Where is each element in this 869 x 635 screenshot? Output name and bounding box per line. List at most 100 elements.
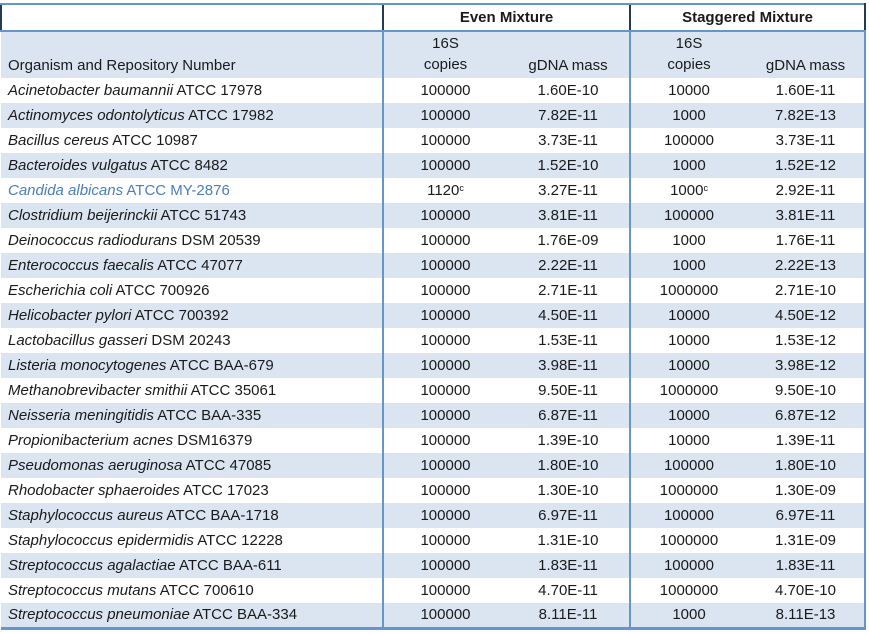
even-16s-copies-value: 100000	[382, 428, 507, 453]
even-gdna-mass-value: 1.52E-10	[507, 153, 630, 178]
organism-cell: Clostridium beijerinckii ATCC 51743	[1, 203, 383, 228]
even-16s-copies-value: 100000	[382, 103, 507, 128]
staggered-gdna-mass-value: 7.82E-13	[747, 103, 866, 128]
staggered-16s-copies-value: 1000000	[629, 578, 747, 603]
even-gdna-mass-value: 4.50E-11	[507, 303, 630, 328]
table-row: Actinomyces odontolyticus ATCC 17982 100…	[1, 103, 866, 128]
staggered-16s-copies-value: 10000	[629, 428, 747, 453]
organism-cell: Helicobacter pylori ATCC 700392	[1, 303, 383, 328]
staggered-16s-copies-value: 10000	[629, 303, 747, 328]
organism-cell: Staphylococcus epidermidis ATCC 12228	[1, 528, 383, 553]
even-16s-copies-value: 100000	[382, 553, 507, 578]
strain-id: ATCC 47077	[153, 257, 243, 274]
staggered-16s-copies-value: 1000c	[629, 178, 747, 203]
organism-name: Deinococcus radiodurans	[8, 232, 178, 249]
table-row: Lactobacillus gasseri DSM 20243 100000 1…	[1, 328, 866, 353]
table-row: Acinetobacter baumannii ATCC 17978 10000…	[1, 78, 866, 103]
staggered-16s-copies-value: 1000000	[629, 378, 747, 403]
strain-id: ATCC MY-2876	[123, 182, 230, 199]
staggered-mixture-group-header: Staggered Mixture	[629, 3, 866, 32]
organism-name: Propionibacterium acnes	[8, 432, 174, 449]
organism-cell: Candida albicans ATCC MY-2876	[1, 178, 383, 203]
staggered-16s-copies-value: 1000	[629, 603, 747, 630]
organism-cell: Streptococcus agalactiae ATCC BAA-611	[1, 553, 383, 578]
organism-cell: Acinetobacter baumannii ATCC 17978	[1, 78, 383, 103]
organism-cell: Pseudomonas aeruginosa ATCC 47085	[1, 453, 383, 478]
staggered-gdna-mass-value: 1.30E-09	[747, 478, 866, 503]
organism-name: Streptococcus agalactiae	[8, 557, 176, 574]
footnote-marker: c	[459, 183, 464, 193]
copies-header-line2: copies	[667, 56, 711, 74]
staggered-16s-copies-value: 1000	[629, 253, 747, 278]
staggered-gdna-mass-value: 2.22E-13	[747, 253, 866, 278]
even-16s-copies-value: 100000	[382, 228, 507, 253]
staggered-gdna-mass-value: 2.92E-11	[747, 178, 866, 203]
even-gdna-mass-value: 1.30E-10	[507, 478, 630, 503]
strain-id: ATCC 700610	[156, 582, 254, 599]
copies-header-line1: 16S	[432, 34, 459, 52]
staggered-gdna-mass-value: 1.80E-10	[747, 453, 866, 478]
even-gdna-mass-value: 7.82E-11	[507, 103, 630, 128]
footnote-marker: c	[703, 183, 708, 193]
organism-name: Escherichia coli	[8, 282, 113, 299]
even-gdna-mass-value: 1.60E-10	[507, 78, 630, 103]
staggered-gdna-mass-value: 1.53E-12	[747, 328, 866, 353]
organism-name: Rhodobacter sphaeroides	[8, 482, 180, 499]
staggered-gdna-mass-header: gDNA mass	[747, 31, 866, 78]
even-gdna-mass-header: gDNA mass	[507, 31, 630, 78]
table-row: Streptococcus pneumoniae ATCC BAA-334 10…	[1, 603, 866, 630]
even-gdna-mass-value: 9.50E-11	[507, 378, 630, 403]
table-row: Helicobacter pylori ATCC 700392 100000 4…	[1, 303, 866, 328]
staggered-gdna-mass-value: 3.73E-11	[747, 128, 866, 153]
staggered-16s-copies-value: 1000000	[629, 478, 747, 503]
strain-id: ATCC 8482	[147, 157, 228, 174]
organism-name: Lactobacillus gasseri	[8, 332, 148, 349]
table-row: Staphylococcus aureus ATCC BAA-1718 1000…	[1, 503, 866, 528]
table-body: Acinetobacter baumannii ATCC 17978 10000…	[1, 78, 866, 630]
organism-cell: Actinomyces odontolyticus ATCC 17982	[1, 103, 383, 128]
staggered-16s-copies-value: 10000	[629, 403, 747, 428]
even-16s-copies-value: 100000	[382, 528, 507, 553]
table-row: Staphylococcus epidermidis ATCC 12228 10…	[1, 528, 866, 553]
organism-name: Staphylococcus aureus	[8, 507, 164, 524]
table-row: Neisseria meningitidis ATCC BAA-335 1000…	[1, 403, 866, 428]
strain-id: ATCC 12228	[193, 532, 283, 549]
table-row: Candida albicans ATCC MY-2876 1120c 3.27…	[1, 178, 866, 203]
organism-name: Methanobrevibacter smithii	[8, 382, 188, 399]
staggered-16s-copies-value: 1000	[629, 153, 747, 178]
even-gdna-mass-value: 1.80E-10	[507, 453, 630, 478]
staggered-gdna-mass-value: 2.71E-10	[747, 278, 866, 303]
even-16s-copies-value: 100000	[382, 203, 507, 228]
staggered-16s-copies-value: 10000	[629, 353, 747, 378]
organism-cell: Lactobacillus gasseri DSM 20243	[1, 328, 383, 353]
staggered-16s-copies-value: 1000000	[629, 528, 747, 553]
table-row: Deinococcus radiodurans DSM 20539 100000…	[1, 228, 866, 253]
even-16s-copies-value: 100000	[382, 153, 507, 178]
organism-name: Listeria monocytogenes	[8, 357, 167, 374]
table-row: Bacillus cereus ATCC 10987 100000 3.73E-…	[1, 128, 866, 153]
staggered-gdna-mass-value: 8.11E-13	[747, 603, 866, 630]
even-16s-copies-value: 100000	[382, 128, 507, 153]
even-gdna-mass-value: 2.22E-11	[507, 253, 630, 278]
organism-cell: Enterococcus faecalis ATCC 47077	[1, 253, 383, 278]
even-16s-copies-header: 16S copies	[382, 31, 507, 78]
staggered-gdna-mass-value: 1.39E-11	[747, 428, 866, 453]
even-gdna-mass-value: 6.97E-11	[507, 503, 630, 528]
organism-cell: Streptococcus pneumoniae ATCC BAA-334	[1, 603, 383, 630]
even-gdna-mass-value: 3.27E-11	[507, 178, 630, 203]
copies-header-line2: copies	[423, 56, 468, 74]
organism-name: Clostridium beijerinckii	[8, 207, 158, 224]
even-gdna-mass-value: 4.70E-11	[507, 578, 630, 603]
table-row: Escherichia coli ATCC 700926 100000 2.71…	[1, 278, 866, 303]
strain-id: ATCC 700926	[112, 282, 210, 299]
table-row: Enterococcus faecalis ATCC 47077 100000 …	[1, 253, 866, 278]
even-16s-copies-value: 100000	[382, 278, 507, 303]
organism-cell: Methanobrevibacter smithii ATCC 35061	[1, 378, 383, 403]
strain-id: DSM 20243	[147, 332, 231, 349]
staggered-gdna-mass-value: 6.97E-11	[747, 503, 866, 528]
corner-cell	[0, 3, 383, 32]
even-16s-copies-value: 100000	[382, 578, 507, 603]
even-16s-copies-value: 100000	[382, 378, 507, 403]
strain-id: ATCC 10987	[108, 132, 198, 149]
even-16s-copies-value: 100000	[382, 453, 507, 478]
